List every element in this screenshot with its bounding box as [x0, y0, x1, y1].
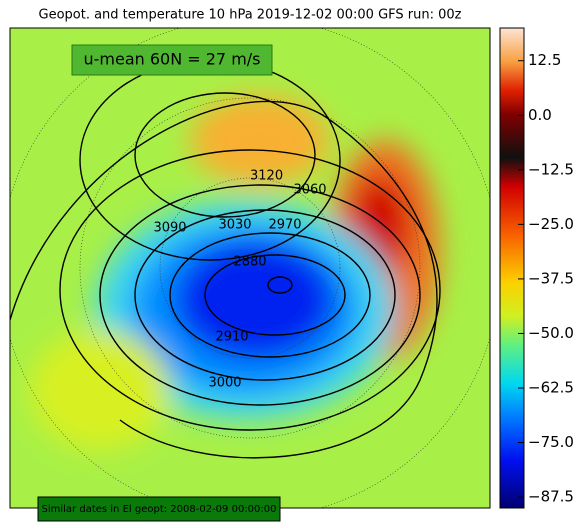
colorbar-tick-label: −87.5 — [528, 488, 574, 506]
contour-label: 3030 — [218, 218, 251, 233]
contour-label: 2910 — [215, 330, 248, 345]
contour-label: 3120 — [250, 169, 283, 184]
contour-label: 2970 — [268, 218, 301, 233]
contour-label: 2880 — [233, 255, 266, 270]
contour-label: 3060 — [293, 183, 326, 198]
footer-box — [37, 496, 281, 522]
contour-label: 3090 — [153, 221, 186, 236]
contour-labels: 3120 3060 3090 3030 2970 2880 2910 3000 — [153, 169, 326, 391]
title: Geopot. and temperature 10 hPa 2019-12-0… — [39, 8, 462, 23]
annotation-box — [71, 44, 273, 76]
colorbar — [499, 27, 525, 509]
colorbar-tick-label: 12.5 — [528, 51, 561, 69]
colorbar-tick-label: −12.5 — [528, 160, 574, 178]
colorbar-tick-label: −37.5 — [528, 269, 574, 287]
colorbar-tick-label: −25.0 — [528, 215, 574, 233]
colorbar-tick-label: 0.0 — [528, 106, 552, 124]
colorbar-tick-label: −75.0 — [528, 433, 574, 451]
contour-label: 3000 — [208, 376, 241, 391]
map — [10, 28, 490, 508]
footer: Similar dates in El geopt: 2008-02-09 00… — [42, 504, 277, 515]
colorbar-tick-label: −50.0 — [528, 324, 574, 342]
annotation: u-mean 60N = 27 m/s — [83, 50, 260, 69]
colorbar-tick-label: −62.5 — [528, 379, 574, 397]
